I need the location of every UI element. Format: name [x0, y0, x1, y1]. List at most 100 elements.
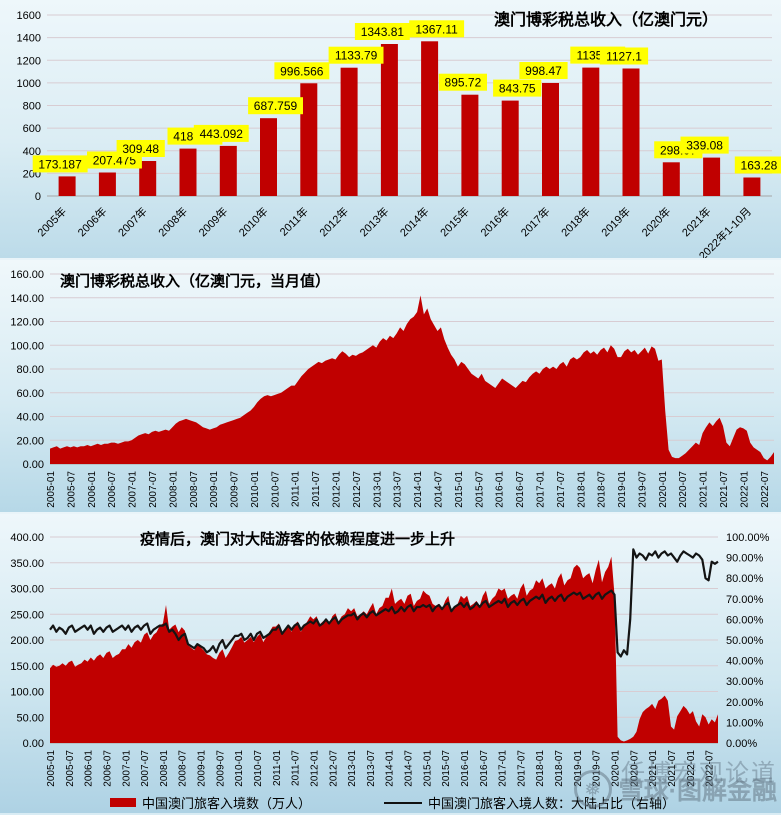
- bar: [421, 41, 439, 196]
- x-axis-tick-label: 2009-01: [197, 750, 208, 787]
- data-label: 309.48: [122, 142, 159, 156]
- x-axis-tick-label: 2006-07: [103, 750, 114, 787]
- y-axis-tick-label: 60.00: [16, 388, 44, 400]
- right-y-axis-tick-label: 100.00%: [726, 532, 770, 544]
- x-axis-tick-label: 2009-07: [230, 471, 241, 508]
- y-axis-tick-label: 40.00: [16, 412, 44, 424]
- data-label: 1343.81: [361, 25, 405, 39]
- x-axis-tick-label: 2012-07: [352, 471, 363, 508]
- data-label: 163.28: [741, 159, 778, 173]
- y-axis-tick-label: 1200: [17, 55, 41, 67]
- y-axis-tick-label: 0.00: [23, 738, 44, 750]
- x-axis-tick-label: 2016-07: [479, 750, 490, 787]
- x-axis-tick-label: 2015-01: [422, 750, 433, 787]
- data-label-box: [519, 62, 568, 79]
- y-axis-tick-label: 100.00: [10, 340, 44, 352]
- x-axis-tick-label: 2005-01: [46, 471, 57, 508]
- x-axis-tick-label: 2010-01: [234, 750, 245, 787]
- legend-item-mainland-share: 中国澳门旅客入境人数：大陆占比（右轴）: [384, 793, 675, 812]
- x-axis-tick-label: 2019-01: [617, 471, 628, 508]
- x-axis-tick-label: 2018-07: [597, 471, 608, 508]
- x-axis-tick-label: 2020年: [638, 204, 673, 239]
- data-label-box: [409, 20, 465, 38]
- x-axis-tick-label: 2011-07: [311, 471, 322, 507]
- bar: [300, 83, 318, 196]
- monthly-chart-title: 澳门博彩税总收入（亿澳门元，当月值）: [60, 273, 331, 290]
- x-axis-tick-label: 2015-07: [474, 471, 485, 508]
- x-axis-tick-label: 2018-01: [576, 471, 587, 508]
- data-label-box: [32, 155, 88, 173]
- bar: [622, 68, 640, 196]
- x-axis-tick-label: 2006年: [75, 204, 110, 239]
- bar: [340, 67, 358, 196]
- x-axis-tick-label: 2022-07: [705, 750, 716, 787]
- x-axis-tick-label: 2008年: [155, 204, 190, 239]
- bar: [743, 177, 761, 196]
- y-axis-tick-label: 150.00: [10, 661, 44, 673]
- y-axis-tick-label: 600: [23, 123, 41, 135]
- x-axis-tick-label: 2022-01: [686, 750, 697, 787]
- x-axis-tick-label: 2012-07: [328, 750, 339, 787]
- visitor-arrivals-area-series: [50, 556, 718, 743]
- y-axis-tick-label: 0.00: [23, 459, 44, 471]
- x-axis-tick-label: 2005年: [34, 204, 69, 239]
- x-axis-tick-label: 2021-07: [719, 471, 730, 508]
- bar: [542, 83, 559, 196]
- x-axis-tick-label: 2017-01: [536, 471, 547, 508]
- x-axis-tick-label: 2015-01: [454, 471, 465, 508]
- data-label-box: [680, 136, 729, 154]
- monthly-gaming-tax-area-chart: 0.00 20.00 40.00 60.00 80.00 100.00 120.00 140.…: [10, 269, 774, 508]
- x-axis-tick-label: 2011-07: [291, 750, 302, 786]
- bar: [58, 176, 76, 196]
- bar: [98, 172, 116, 196]
- x-axis-tick-label: 2010年: [236, 204, 271, 239]
- y-axis-tick-label: 1600: [17, 10, 41, 22]
- x-axis-tick-label: 2014年: [397, 204, 432, 239]
- data-label: 843.75: [499, 82, 536, 96]
- combo-chart-title: 疫情后，澳门对大陆游客的依赖程度进一步上升: [140, 531, 456, 548]
- x-axis-tick-label: 2016-01: [460, 750, 471, 787]
- x-axis-tick-label: 2005-07: [66, 471, 77, 508]
- data-label: 687.759: [254, 99, 298, 113]
- x-axis-tick-label: 2017-01: [498, 750, 509, 787]
- monthly-gaming-tax-area-chart-panel: 0.00 20.00 40.00 60.00 80.00 100.00 120.00 140.…: [0, 258, 781, 512]
- mainland-share-line-series: [49, 548, 719, 658]
- x-axis-tick-label: 2005-07: [65, 750, 76, 787]
- x-axis-tick-label: 2020-07: [629, 750, 640, 787]
- y-axis-tick-label: 400: [23, 146, 41, 158]
- x-axis-tick-label: 2008-01: [159, 750, 170, 787]
- right-y-axis-tick-label: 10.00%: [726, 717, 764, 729]
- x-axis-tick-label: 2008-07: [189, 471, 200, 508]
- x-axis-tick-label: 2013-07: [366, 750, 377, 787]
- y-axis-tick-label: 160.00: [10, 269, 44, 281]
- y-axis-tick-label: 800: [23, 101, 41, 113]
- data-label: 996.566: [280, 64, 324, 78]
- right-y-axis-tick-label: 30.00%: [726, 676, 764, 688]
- x-axis-tick-label: 2020-01: [658, 471, 669, 508]
- x-axis-tick-label: 2018年: [558, 204, 593, 239]
- x-axis-tick-label: 2016-01: [495, 471, 506, 508]
- right-y-axis-tick-label: 50.00%: [726, 635, 764, 647]
- data-label-box: [274, 62, 330, 80]
- y-axis-tick-label: 140.00: [10, 293, 44, 305]
- x-axis-tick-label: 2013-01: [347, 750, 358, 787]
- x-axis-tick-label: 2014-01: [385, 750, 396, 787]
- data-label-box: [354, 23, 410, 40]
- data-label: 1367.11: [415, 22, 458, 36]
- data-label: 1127.1: [606, 50, 642, 64]
- x-axis-tick-label: 2021-01: [699, 471, 710, 508]
- bar: [219, 145, 237, 196]
- x-axis-tick-label: 2012年: [316, 204, 351, 239]
- x-axis-tick-label: 2007-01: [121, 750, 132, 787]
- x-axis-tick-label: 2014-01: [413, 471, 424, 508]
- right-y-axis-tick-label: 70.00%: [726, 594, 764, 606]
- data-label-box: [599, 47, 649, 65]
- y-axis-tick-label: 100.00: [10, 687, 44, 699]
- data-label: 173.187: [38, 157, 82, 171]
- data-label: 895.72: [445, 76, 482, 90]
- x-axis-tick-label: 2021年: [679, 204, 714, 239]
- y-axis-tick-label: 250.00: [10, 609, 44, 621]
- bar: [179, 148, 197, 196]
- legend-arrivals-label: 中国澳门旅客入境数（万人）: [142, 796, 312, 811]
- x-axis-tick-label: 2010-07: [270, 471, 281, 508]
